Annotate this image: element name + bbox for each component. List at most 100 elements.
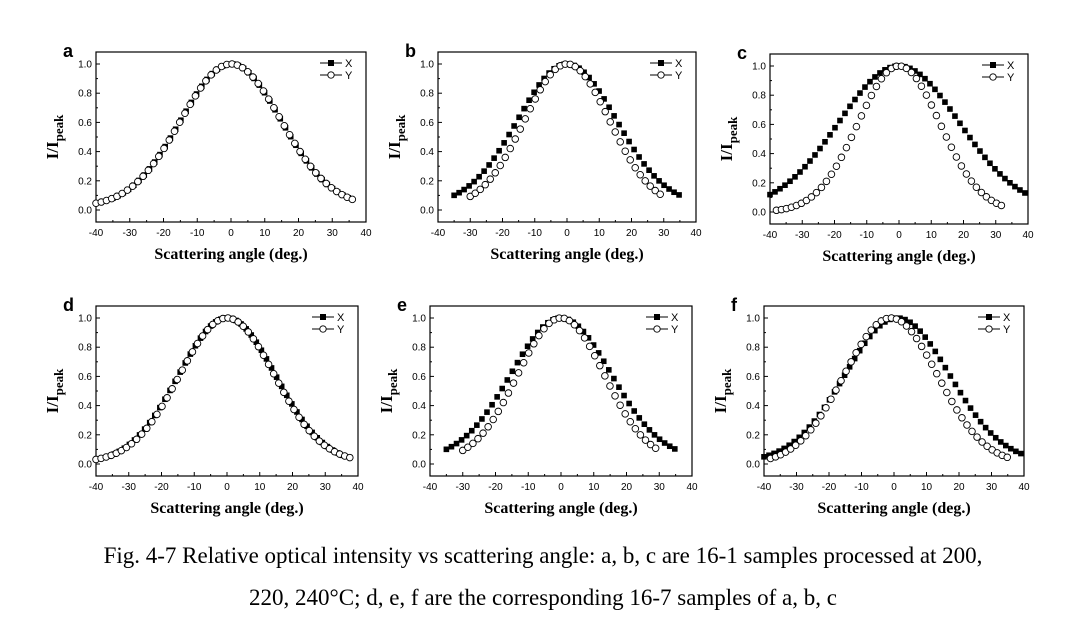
- chart-e-xtick-label: -30: [456, 482, 471, 493]
- chart-f-point-X: [1003, 442, 1009, 449]
- chart-d-point-Y: [290, 405, 298, 414]
- chart-e-xtick-label: 30: [654, 482, 666, 493]
- chart-b-point-Y: [506, 144, 514, 153]
- chart-e-point-X: [590, 342, 597, 348]
- chart-c-xtick-label: -20: [827, 230, 842, 241]
- chart-a-legend-marker: [327, 71, 335, 79]
- chart-c-point-X: [932, 86, 938, 93]
- chart-d-xtick-label: 20: [287, 482, 299, 493]
- chart-b-point-X: [481, 168, 487, 174]
- chart-b-point-Y: [656, 190, 664, 198]
- chart-a-ytick-label: 0.0: [78, 206, 92, 217]
- chart-a-x-axis-label: Scattering angle (deg.): [154, 246, 307, 263]
- chart-b-ytick-label: 0.0: [420, 206, 434, 217]
- chart-d-frame: [95, 305, 359, 477]
- chart-b-point-X: [456, 189, 462, 196]
- chart-f-point-Y: [832, 386, 840, 394]
- chart-f-xtick-label: -30: [789, 482, 804, 493]
- chart-f-point-Y: [907, 327, 916, 336]
- chart-e-point-X: [484, 409, 490, 415]
- chart-c-point-X: [827, 132, 833, 138]
- chart-d-point-Y: [127, 439, 136, 448]
- chart-f-point-Y: [963, 421, 971, 429]
- chart-d-point-Y: [122, 443, 131, 452]
- chart-b-point-Y: [596, 97, 604, 106]
- chart-b: -40 -30 -20 -10 0 10 20 30 40 0.0 0.2 0.4 0.6 0.8 1.0 b…: [385, 41, 702, 263]
- chart-d-point-X: [278, 383, 285, 390]
- chart-d-point-Y: [315, 437, 324, 445]
- chart-e-x-axis-label: Scattering angle (deg.): [484, 500, 637, 517]
- chart-f-xtick-label: -40: [757, 482, 772, 493]
- chart-e-legend-label: Y: [671, 324, 679, 336]
- chart-f-point-Y: [867, 326, 876, 334]
- chart-e-ytick-label: 0.0: [412, 460, 426, 471]
- chart-a-y-axis-label: I/Ipeak: [43, 114, 66, 159]
- chart-b-ytick-label: 0.8: [420, 89, 434, 100]
- chart-c-series-X: [767, 63, 1028, 198]
- chart-a-xtick-label: 0: [228, 228, 234, 239]
- chart-c-point-X: [852, 96, 858, 103]
- chart-f-ytick-label: 0.4: [746, 401, 760, 412]
- chart-e-point-Y: [651, 444, 660, 452]
- chart-e-point-X: [616, 384, 622, 390]
- chart-c-xtick-label: 20: [958, 230, 970, 241]
- chart-c-point-Y: [937, 122, 946, 131]
- chart-e-xtick-label: -40: [423, 482, 438, 493]
- chart-c-xtick-label: -40: [763, 230, 778, 241]
- chart-a-point-Y: [280, 122, 289, 130]
- chart-e-ytick-label: 0.6: [412, 372, 426, 383]
- chart-e-point-X: [514, 359, 521, 366]
- chart-f-point-X: [922, 334, 928, 340]
- chart-f: -40 -30 -20 -10 0 10 20 30 40 0.0 0.2 0.4 0.6 0.8 1.0 f…: [711, 295, 1030, 517]
- chart-b-point-X: [661, 182, 667, 189]
- chart-b-point-X: [496, 147, 502, 154]
- chart-d-point-Y: [239, 322, 247, 331]
- chart-f-xtick-label: 30: [986, 482, 998, 493]
- chart-c-point-Y: [922, 91, 931, 99]
- chart-e-point-X: [611, 375, 617, 382]
- chart-f-point-X: [761, 454, 767, 460]
- chart-f-point-Y: [807, 426, 815, 434]
- chart-a-point-Y: [285, 130, 294, 139]
- chart-e-point-X: [661, 440, 668, 446]
- chart-b-point-X: [676, 192, 682, 198]
- chart-b-legend-label: Y: [675, 70, 683, 82]
- chart-c-legend-label: Y: [1007, 72, 1015, 84]
- chart-d-point-X: [289, 401, 295, 407]
- chart-f-frame: [763, 305, 1025, 477]
- chart-c-point-X: [912, 68, 918, 74]
- chart-f-point-X: [776, 448, 782, 454]
- chart-d-ytick-label: 0.6: [78, 372, 92, 383]
- chart-d-y-axis-label: I/Ipeak: [43, 368, 66, 413]
- chart-a-point-Y: [118, 189, 126, 198]
- chart-a-series-Y: [92, 60, 357, 208]
- chart-a-point-Y: [270, 104, 278, 112]
- chart-e-point-Y: [641, 436, 650, 444]
- chart-d-point-X: [268, 365, 275, 371]
- chart-a-xtick-label: -30: [123, 228, 138, 239]
- chart-a-xtick-label: -10: [190, 228, 205, 239]
- chart-e-point-Y: [474, 434, 482, 443]
- chart-b-point-X: [491, 155, 497, 161]
- chart-e-point-X: [453, 440, 460, 447]
- chart-d-point-Y: [305, 426, 313, 435]
- chart-c: -40 -30 -20 -10 0 10 20 30 40 0.0 0.2 0.4 0.6 0.8 1.0 c…: [717, 43, 1034, 265]
- chart-d-xtick-label: 10: [254, 482, 266, 493]
- chart-f-point-Y: [872, 321, 881, 329]
- chart-c-point-X: [917, 71, 923, 78]
- chart-c-xtick-label: 40: [1022, 230, 1034, 241]
- chart-f-point-X: [942, 364, 949, 371]
- chart-f-point-X: [902, 316, 908, 323]
- chart-e-point-Y: [580, 334, 589, 342]
- chart-f-point-X: [786, 442, 792, 449]
- chart-e-point-Y: [621, 410, 629, 418]
- chart-a-point-Y: [160, 144, 168, 153]
- chart-e-legend: XY: [646, 312, 679, 336]
- chart-c-point-Y: [847, 133, 856, 142]
- chart-a-frame: [95, 51, 367, 223]
- chart-f-y-axis-label: I/Ipeak: [711, 368, 734, 413]
- chart-b-point-Y: [471, 189, 479, 197]
- chart-e-point-X: [468, 427, 475, 434]
- chart-f-point-X: [987, 430, 994, 436]
- chart-d-point-Y: [320, 441, 329, 449]
